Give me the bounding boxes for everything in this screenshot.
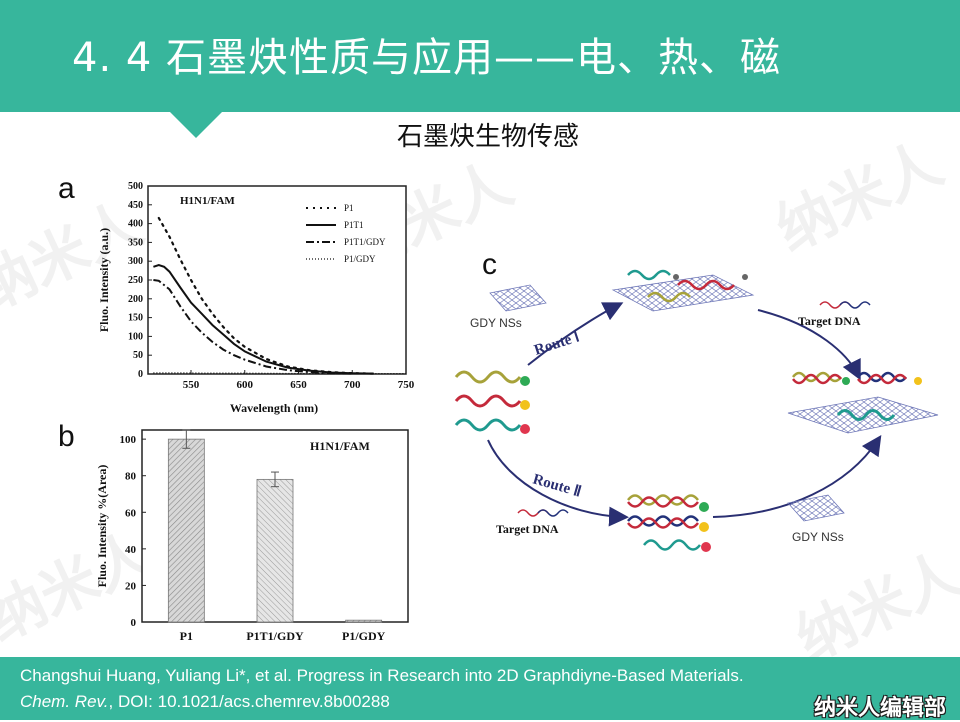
citation-line-1: Changshui Huang, Yuliang Li*, et al. Pro… bbox=[20, 666, 744, 685]
chart-b-category-label: P1 bbox=[180, 629, 193, 643]
legend-p1t1-gdy: P1T1/GDY bbox=[344, 237, 386, 247]
panel-a-label: a bbox=[58, 172, 75, 205]
chart-b-bar bbox=[256, 478, 294, 623]
citation-line-2: Chem. Rev., DOI: 10.1021/acs.chemrev.8b0… bbox=[20, 692, 390, 712]
gdy-label-top: GDY NSs bbox=[470, 316, 522, 330]
chart-b-bars: 0 20 40 60 80 100 P1 P1T1/GDY P1/GDY H1N1/FAM F… bbox=[95, 429, 409, 643]
chart-a-xtick-label: 550 bbox=[183, 379, 200, 391]
watermark-1: 纳米人 bbox=[765, 128, 953, 265]
chart-b-ytick-label: 80 bbox=[125, 471, 137, 483]
chart-a-xlabel: Wavelength (nm) bbox=[230, 401, 318, 415]
journal-name: Chem. Rev. bbox=[20, 692, 109, 711]
chart-b-ytick-label: 0 bbox=[131, 617, 137, 629]
gdy-sheet-probes-top bbox=[611, 269, 755, 312]
duplex-right bbox=[792, 371, 922, 385]
chart-b-ytick-label: 40 bbox=[125, 544, 137, 556]
chart-a-frame bbox=[147, 185, 407, 375]
chart-a-ytick-label: 200 bbox=[128, 294, 143, 305]
chart-a-ylabel: Fluo. Intensity (a.u.) bbox=[97, 228, 111, 332]
chart-a-series-line bbox=[153, 372, 406, 375]
chart-b-ytick-label: 100 bbox=[120, 434, 137, 446]
chart-a-ytick-label: 500 bbox=[128, 181, 143, 192]
chart-b-ylabel: Fluo. Intensity %(Area) bbox=[95, 465, 109, 588]
header-notch bbox=[170, 112, 222, 138]
citation-footer: Changshui Huang, Yuliang Li*, et al. Pro… bbox=[0, 657, 960, 721]
chart-a-spectra: 0 50 100 150 200 250 300 350 400 450 500 550 600 650… bbox=[97, 181, 415, 415]
panel-c-schematic: GDY NSs Route Ⅰ Route Ⅱ Target DNA bbox=[454, 269, 939, 552]
chart-a-ytick-label: 450 bbox=[128, 200, 143, 211]
chart-a-xtick-label: 700 bbox=[344, 379, 361, 391]
citation-doi: , DOI: 10.1021/acs.chemrev.8b00288 bbox=[108, 692, 390, 711]
chart-a-ytick-label: 300 bbox=[128, 256, 143, 267]
gdy-sheet-top-left bbox=[489, 284, 547, 312]
chart-b-bar bbox=[345, 619, 383, 623]
chart-a-series-line bbox=[153, 263, 374, 375]
chart-b-ytick-label: 60 bbox=[125, 507, 137, 519]
route-1-label: Route Ⅰ bbox=[532, 329, 581, 359]
chart-a-series-line bbox=[153, 279, 353, 375]
chart-a-ytick-label: 400 bbox=[128, 219, 143, 230]
gdy-sheet-right bbox=[787, 396, 939, 434]
target-dna-label-bottom: Target DNA bbox=[496, 522, 559, 536]
target-dna-bottom bbox=[517, 509, 569, 517]
cycle-arrows bbox=[487, 302, 882, 527]
chart-a-ytick-label: 150 bbox=[128, 313, 143, 324]
header-banner: 4. 4 石墨炔性质与应用——电、热、磁 bbox=[0, 0, 960, 112]
legend-p1t1: P1T1 bbox=[344, 220, 364, 230]
legend-p1: P1 bbox=[344, 203, 354, 213]
gdy-label-bottom: GDY NSs bbox=[792, 530, 844, 544]
duplex-bottom bbox=[627, 494, 711, 552]
target-dna-top bbox=[819, 301, 871, 309]
chart-a-xtick-label: 600 bbox=[237, 379, 254, 391]
slide-subtitle: 石墨炔生物传感 bbox=[396, 122, 579, 152]
panel-b-label: b bbox=[58, 420, 75, 453]
chart-a-ytick-label: 250 bbox=[128, 275, 143, 286]
brand-logo-text: 纳米人编辑部 bbox=[813, 696, 946, 721]
chart-a-xtick-label: 750 bbox=[398, 379, 415, 391]
chart-a-xtick-label: 650 bbox=[290, 379, 307, 391]
panel-c-label: c bbox=[482, 248, 497, 281]
probe-strands-left bbox=[454, 370, 530, 434]
chart-b-bar bbox=[167, 438, 205, 623]
chart-a-ytick-label: 350 bbox=[128, 237, 143, 248]
route-2-label: Route Ⅱ bbox=[531, 471, 583, 500]
chart-b-tag: H1N1/FAM bbox=[310, 439, 370, 453]
chart-b-category-label: P1/GDY bbox=[342, 629, 386, 643]
chart-a-tag: H1N1/FAM bbox=[180, 195, 235, 207]
chart-b-ytick-label: 20 bbox=[125, 580, 137, 592]
legend-p1-gdy: P1/GDY bbox=[344, 254, 376, 264]
gdy-sheet-bottom-right bbox=[787, 494, 845, 522]
chart-a-ytick-label: 100 bbox=[128, 331, 143, 342]
page-title: 4. 4 石墨炔性质与应用——电、热、磁 bbox=[72, 35, 782, 81]
chart-b-category-label: P1T1/GDY bbox=[246, 629, 304, 643]
target-dna-label-top: Target DNA bbox=[798, 314, 861, 328]
chart-a-legend: P1 P1T1 P1T1/GDY P1/GDY bbox=[306, 203, 386, 264]
chart-a-ytick-label: 50 bbox=[133, 350, 143, 361]
chart-a-ytick-label: 0 bbox=[138, 369, 143, 380]
